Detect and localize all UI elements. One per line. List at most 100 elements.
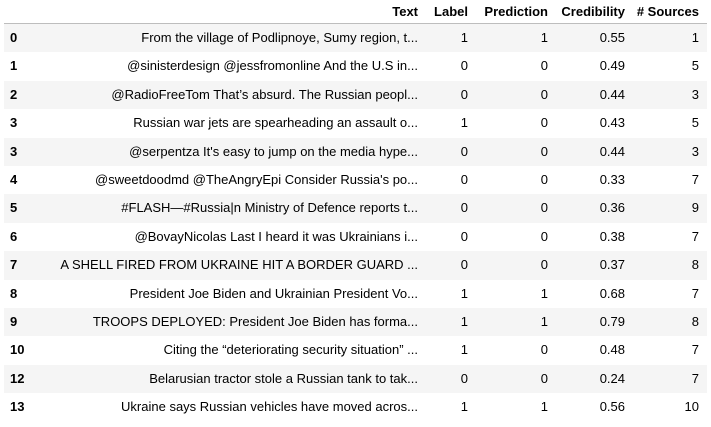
- text-cell: From the village of Podlipnoye, Sumy reg…: [141, 30, 418, 45]
- prediction-cell: 0: [540, 143, 548, 159]
- label-cell: 1: [460, 399, 468, 415]
- credibility-cell: 0.55: [599, 30, 625, 45]
- row-index: 6: [10, 228, 18, 244]
- credibility-cell: 0.43: [599, 115, 625, 131]
- sources-cell: 7: [691, 228, 699, 244]
- text-cell: Belarusian tractor stole a Russian tank …: [149, 370, 418, 386]
- row-index: 3: [10, 143, 18, 159]
- prediction-cell: 0: [540, 115, 548, 131]
- credibility-cell: 0.44: [599, 86, 625, 102]
- header-text: Text: [36, 0, 426, 24]
- label-cell: 0: [460, 200, 468, 216]
- sources-cell: 5: [691, 58, 699, 74]
- text-cell: TROOPS DEPLOYED: President Joe Biden has…: [92, 314, 418, 330]
- credibility-cell: 0.24: [599, 370, 625, 386]
- table-row: 13 Ukraine says Russian vehicles have mov…: [4, 393, 707, 421]
- sources-cell: 7: [691, 172, 699, 188]
- credibility-cell: 0.37: [599, 257, 625, 273]
- credibility-cell: 0.44: [599, 143, 625, 159]
- header-credibility: Credibility: [556, 0, 633, 24]
- label-cell: 1: [460, 342, 468, 358]
- table-body: 0 From the village of Podlipnoye, Sumy re…: [4, 23, 707, 422]
- sources-cell: 7: [691, 285, 699, 301]
- row-index: 3: [10, 115, 18, 131]
- row-index: 1: [10, 58, 18, 74]
- text-cell: President Joe Biden and Ukrainian Presid…: [129, 285, 418, 301]
- prediction-cell: 0: [540, 257, 548, 273]
- table-row: 5 #FLASH—#Russia|n Ministry of Defence re…: [4, 194, 707, 223]
- prediction-cell: 1: [540, 30, 548, 45]
- table-row: 6 @BovayNicolas Last I heard it was Ukrai…: [4, 223, 707, 251]
- prediction-cell: 0: [540, 172, 548, 188]
- credibility-cell: 0.38: [599, 228, 625, 244]
- sources-cell: 10: [684, 399, 699, 415]
- table-row: 10 Citing the “deteriorating security sit…: [4, 336, 707, 364]
- sources-cell: 5: [691, 115, 699, 131]
- sources-cell: 8: [691, 314, 699, 330]
- header-row: Text Label Prediction Credibility # Sour…: [4, 0, 707, 24]
- credibility-cell: 0.36: [599, 200, 625, 216]
- table-row: 3 @serpentza It's easy to jump on the med…: [4, 137, 707, 167]
- text-cell: Citing the “deteriorating security situa…: [163, 342, 418, 358]
- label-cell: 1: [460, 285, 468, 301]
- label-cell: 0: [460, 58, 468, 74]
- row-index: 10: [10, 342, 25, 358]
- row-index: 0: [10, 30, 18, 45]
- label-cell: 1: [460, 30, 468, 45]
- table-row: 2 @RadioFreeTom That’s absurd. The Russia…: [4, 80, 707, 110]
- table-header: Text Label Prediction Credibility # Sour…: [4, 0, 707, 24]
- row-index: 9: [10, 314, 18, 330]
- sources-cell: 8: [691, 257, 699, 273]
- sources-cell: 3: [691, 86, 699, 102]
- table-row: 7 A SHELL FIRED FROM UKRAINE HIT A BORDER…: [4, 251, 707, 280]
- header-prediction: Prediction: [476, 0, 556, 24]
- dataframe-table: Text Label Prediction Credibility # Sour…: [4, 0, 707, 422]
- text-cell: #FLASH—#Russia|n Ministry of Defence rep…: [121, 200, 418, 216]
- text-cell: Russian war jets are spearheading an ass…: [133, 115, 418, 131]
- table-row: 9 TROOPS DEPLOYED: President Joe Biden ha…: [4, 308, 707, 337]
- label-cell: 0: [460, 86, 468, 102]
- text-cell: @serpentza It's easy to jump on the medi…: [129, 143, 418, 159]
- prediction-cell: 1: [540, 314, 548, 330]
- text-cell: @BovayNicolas Last I heard it was Ukrain…: [134, 228, 418, 244]
- label-cell: 0: [460, 370, 468, 386]
- text-cell: @sinisterdesign @jessfromonline And the …: [127, 58, 418, 74]
- credibility-cell: 0.33: [599, 172, 625, 188]
- header-sources: # Sources: [633, 0, 707, 24]
- label-cell: 0: [460, 172, 468, 188]
- label-cell: 0: [460, 257, 468, 273]
- sources-cell: 9: [691, 200, 699, 216]
- sources-cell: 1: [691, 30, 699, 45]
- row-index: 5: [10, 200, 18, 216]
- prediction-cell: 0: [540, 228, 548, 244]
- row-index: 8: [10, 285, 18, 301]
- label-cell: 0: [460, 143, 468, 159]
- credibility-cell: 0.56: [599, 399, 625, 415]
- label-cell: 1: [460, 314, 468, 330]
- label-cell: 0: [460, 228, 468, 244]
- label-cell: 1: [460, 115, 468, 131]
- prediction-cell: 1: [540, 285, 548, 301]
- credibility-cell: 0.49: [599, 58, 625, 74]
- row-index: 12: [10, 370, 25, 386]
- credibility-cell: 0.68: [599, 285, 625, 301]
- text-cell: Ukraine says Russian vehicles have moved…: [121, 399, 418, 415]
- table-row: 8 President Joe Biden and Ukrainian Presi…: [4, 280, 707, 308]
- text-cell: @RadioFreeTom That’s absurd. The Russian…: [111, 86, 418, 102]
- text-cell: @sweetdoodmd @TheAngryEpi Consider Russi…: [95, 172, 418, 188]
- header-index: [4, 0, 36, 24]
- credibility-cell: 0.79: [599, 314, 625, 330]
- prediction-cell: 0: [540, 200, 548, 216]
- row-index: 4: [10, 172, 18, 188]
- prediction-cell: 0: [540, 58, 548, 74]
- credibility-cell: 0.48: [599, 342, 625, 358]
- sources-cell: 7: [691, 370, 699, 386]
- table-row: 0 From the village of Podlipnoye, Sumy re…: [4, 23, 707, 53]
- sources-cell: 3: [691, 143, 699, 159]
- header-label: Label: [426, 0, 476, 24]
- prediction-cell: 1: [540, 399, 548, 415]
- prediction-cell: 0: [540, 370, 548, 386]
- row-index: 13: [10, 399, 25, 415]
- row-index: 2: [10, 86, 18, 102]
- table-row: 4 @sweetdoodmd @TheAngryEpi Consider Russ…: [4, 166, 707, 194]
